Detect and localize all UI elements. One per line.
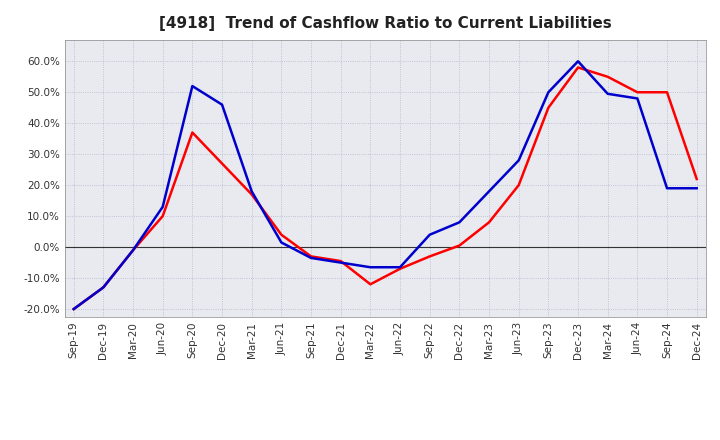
Operating CF to Current Liabilities [129, 248, 138, 253]
Operating CF to Current Liabilities [633, 90, 642, 95]
Operating CF to Current Liabilities [307, 254, 315, 259]
Operating CF to Current Liabilities [662, 90, 671, 95]
Operating CF to Current Liabilities [603, 74, 612, 79]
Operating CF to Current Liabilities [217, 161, 226, 166]
Free CF to Current Liabilities [307, 255, 315, 260]
Free CF to Current Liabilities [129, 248, 138, 253]
Free CF to Current Liabilities [69, 306, 78, 312]
Free CF to Current Liabilities [336, 260, 345, 265]
Free CF to Current Liabilities [455, 220, 464, 225]
Operating CF to Current Liabilities [396, 266, 405, 271]
Operating CF to Current Liabilities [574, 65, 582, 70]
Free CF to Current Liabilities [485, 189, 493, 194]
Operating CF to Current Liabilities [485, 220, 493, 225]
Free CF to Current Liabilities [544, 90, 553, 95]
Operating CF to Current Liabilities [366, 282, 374, 287]
Free CF to Current Liabilities [248, 189, 256, 194]
Free CF to Current Liabilities [514, 158, 523, 163]
Operating CF to Current Liabilities [693, 176, 701, 182]
Free CF to Current Liabilities [662, 186, 671, 191]
Line: Operating CF to Current Liabilities: Operating CF to Current Liabilities [73, 67, 697, 309]
Free CF to Current Liabilities [633, 96, 642, 101]
Operating CF to Current Liabilities [426, 254, 434, 259]
Free CF to Current Liabilities [574, 59, 582, 64]
Free CF to Current Liabilities [603, 91, 612, 96]
Operating CF to Current Liabilities [188, 130, 197, 135]
Free CF to Current Liabilities [277, 240, 286, 245]
Operating CF to Current Liabilities [99, 285, 108, 290]
Free CF to Current Liabilities [426, 232, 434, 237]
Free CF to Current Liabilities [396, 264, 405, 270]
Operating CF to Current Liabilities [514, 183, 523, 188]
Free CF to Current Liabilities [217, 102, 226, 107]
Operating CF to Current Liabilities [158, 213, 167, 219]
Operating CF to Current Liabilities [248, 192, 256, 197]
Operating CF to Current Liabilities [336, 258, 345, 264]
Free CF to Current Liabilities [693, 186, 701, 191]
Operating CF to Current Liabilities [69, 306, 78, 312]
Free CF to Current Liabilities [99, 285, 108, 290]
Operating CF to Current Liabilities [277, 232, 286, 237]
Free CF to Current Liabilities [366, 264, 374, 270]
Operating CF to Current Liabilities [455, 243, 464, 248]
Operating CF to Current Liabilities [544, 105, 553, 110]
Free CF to Current Liabilities [188, 84, 197, 89]
Free CF to Current Liabilities [158, 204, 167, 209]
Title: [4918]  Trend of Cashflow Ratio to Current Liabilities: [4918] Trend of Cashflow Ratio to Curren… [159, 16, 611, 32]
Line: Free CF to Current Liabilities: Free CF to Current Liabilities [73, 61, 697, 309]
